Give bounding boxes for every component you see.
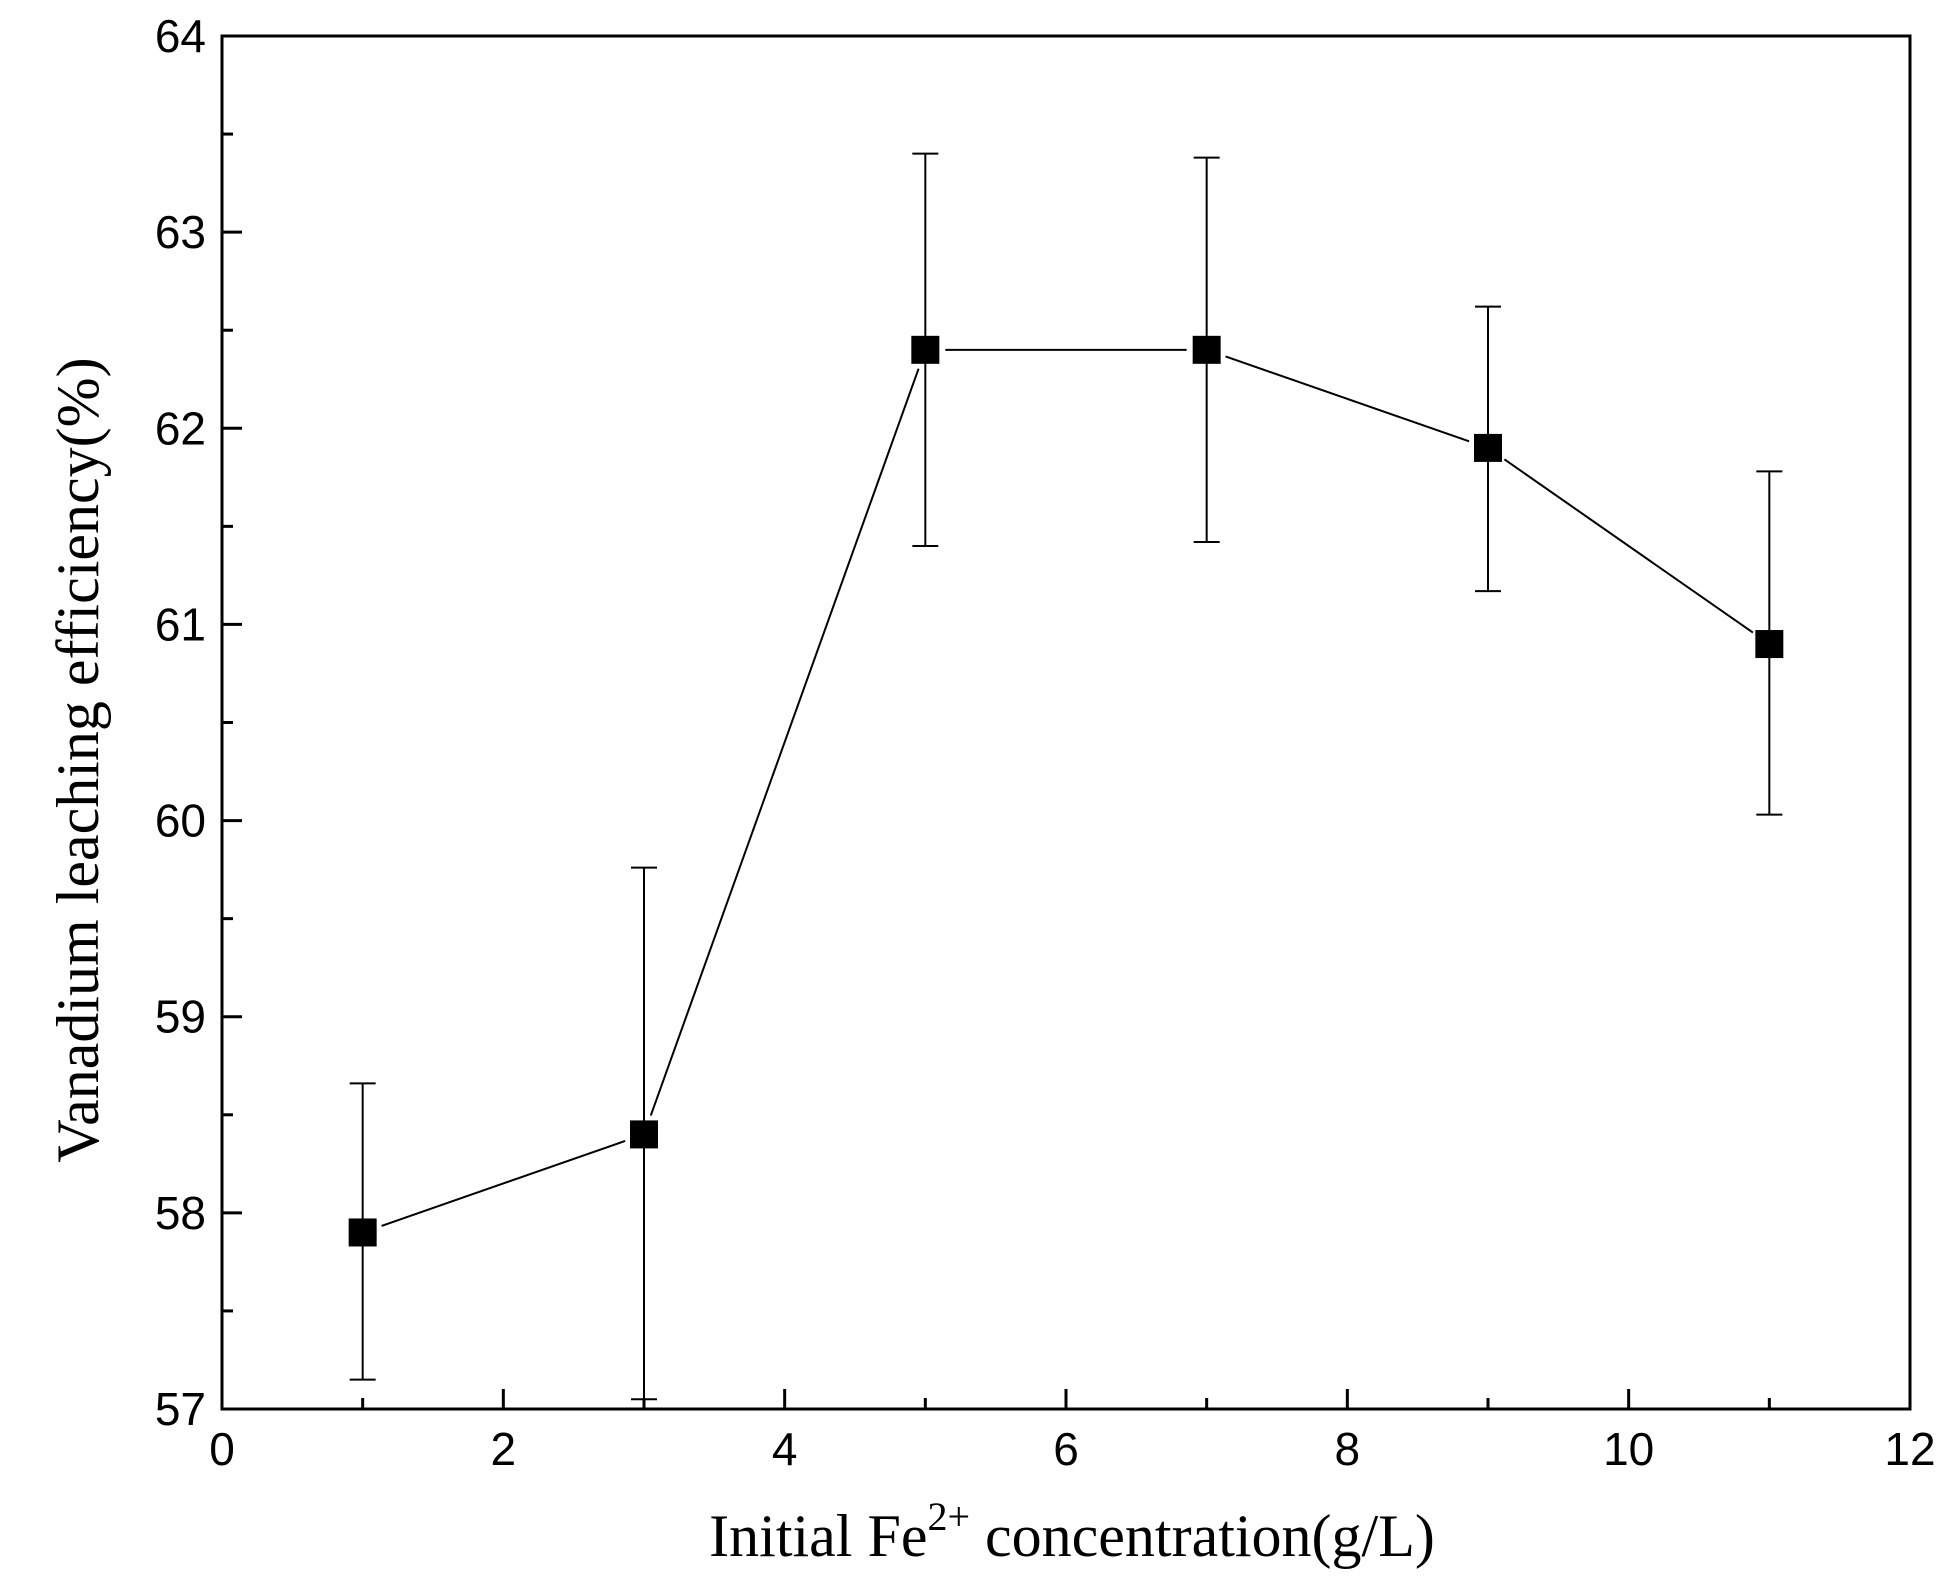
series-line-segment: [1225, 355, 1470, 443]
x-axis-title-rest: concentration(g/L): [970, 1503, 1435, 1569]
series-line-segment: [381, 1140, 626, 1227]
x-tick-label: 4: [772, 1423, 798, 1475]
series-line: [381, 348, 1754, 1227]
data-point-marker: [1192, 335, 1221, 364]
y-tick-label: 63: [155, 206, 206, 258]
axis-ticks: [222, 132, 1771, 1409]
plot-frame-rect: [220, 34, 1912, 1411]
y-tick-label: 59: [155, 991, 206, 1043]
data-point-marker: [630, 1120, 658, 1149]
tick-labels: 0 2 4 6 8 10 12 57 58 59 60 61 62 63 64: [155, 10, 1936, 1475]
y-tick-label: 58: [155, 1187, 206, 1239]
x-tick-label: 10: [1603, 1423, 1654, 1475]
y-tick-label: 64: [155, 10, 206, 62]
data-markers: [348, 335, 1784, 1247]
x-tick-label: 6: [1053, 1423, 1079, 1475]
y-tick-label: 60: [155, 795, 206, 847]
x-axis-title-superscript: 2+: [927, 1494, 970, 1539]
x-tick-label: 0: [209, 1423, 235, 1475]
series-line-segment: [649, 368, 920, 1116]
data-point-marker: [1755, 630, 1784, 659]
data-point-marker: [348, 1218, 377, 1247]
x-axis-title-main: Initial Fe: [709, 1503, 927, 1569]
y-tick-label: 57: [155, 1383, 206, 1435]
x-axis-title: Initial Fe2+ concentration(g/L): [709, 1494, 1435, 1569]
y-axis-title: Vanadium leaching efficiency(%): [45, 357, 111, 1162]
y-tick-label: 62: [155, 402, 206, 454]
data-point-marker: [911, 335, 940, 364]
series-line-segment: [1503, 458, 1754, 634]
data-point-marker: [1474, 433, 1502, 462]
error-bars: [349, 152, 1783, 1401]
y-tick-label: 61: [155, 598, 206, 650]
x-tick-label: 12: [1884, 1423, 1935, 1475]
x-tick-label: 2: [491, 1423, 517, 1475]
plot-frame: [220, 34, 1912, 1411]
x-tick-label: 8: [1335, 1423, 1361, 1475]
